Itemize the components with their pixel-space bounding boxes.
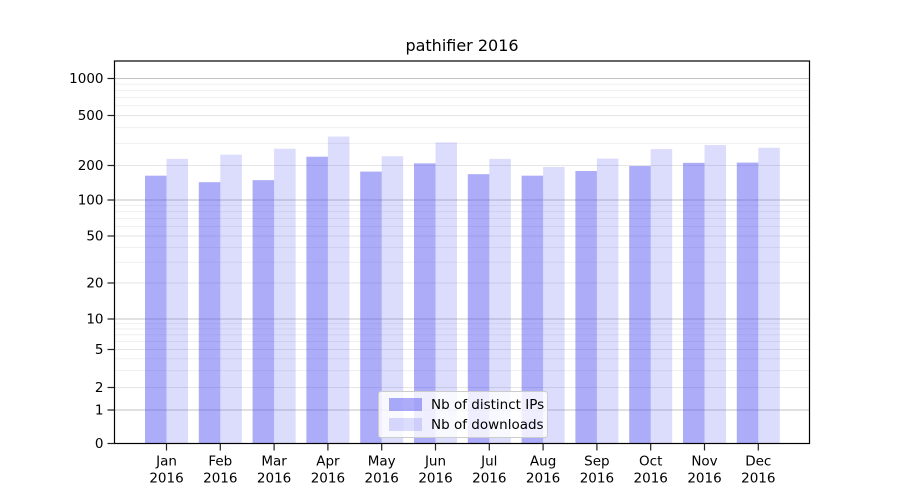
bar-distinct-ips-apr xyxy=(306,156,328,444)
bar-distinct-ips-sep xyxy=(575,171,597,444)
x-tick-label-year: 2016 xyxy=(526,471,560,487)
x-tick-label-month: Dec xyxy=(745,454,771,470)
y-tick-label: 0 xyxy=(95,436,104,452)
bar-downloads-aug xyxy=(543,167,565,444)
y-tick-label: 200 xyxy=(78,158,104,174)
x-tick-label-month: Jul xyxy=(480,454,497,470)
x-tick-label-month: Jan xyxy=(155,454,177,470)
bar-downloads-oct xyxy=(650,149,673,444)
bar-downloads-feb xyxy=(220,154,242,444)
x-tick-label-month: Oct xyxy=(639,454,662,470)
x-tick-label-year: 2016 xyxy=(741,471,775,487)
y-tick-label: 2 xyxy=(95,380,104,396)
bar-downloads-mar xyxy=(274,148,296,444)
x-tick-label-month: Sep xyxy=(584,454,609,470)
bar-downloads-dec xyxy=(758,147,780,444)
y-tick-label: 5 xyxy=(95,342,104,358)
legend-item-distinct-ips: Nb of distinct IPs xyxy=(389,397,547,413)
x-tick-label-year: 2016 xyxy=(203,471,237,487)
bar-downloads-apr xyxy=(327,136,350,444)
y-tick-label: 1 xyxy=(95,403,104,419)
legend-swatch-distinct-ips xyxy=(389,398,422,411)
bar-downloads-jul xyxy=(489,158,511,444)
legend-label-distinct-ips: Nb of distinct IPs xyxy=(431,396,545,413)
x-tick-label-month: Apr xyxy=(316,454,340,470)
x-tick-label-year: 2016 xyxy=(580,471,614,487)
y-tick-label: 100 xyxy=(78,193,104,209)
bar-downloads-jan xyxy=(166,158,188,444)
x-tick-label-month: Mar xyxy=(261,454,287,470)
y-tick-label: 20 xyxy=(86,276,103,292)
bar-distinct-ips-jun xyxy=(414,163,436,444)
x-tick-label-month: May xyxy=(368,454,396,470)
x-tick-label-month: Nov xyxy=(691,454,717,470)
bar-downloads-nov xyxy=(704,145,726,444)
x-tick-label-month: Jun xyxy=(424,454,446,470)
x-tick-label-year: 2016 xyxy=(365,471,399,487)
bar-downloads-jun xyxy=(435,142,457,444)
x-tick-label-year: 2016 xyxy=(472,471,506,487)
bar-distinct-ips-oct xyxy=(629,166,651,444)
plot-border xyxy=(113,60,811,445)
legend-item-downloads: Nb of downloads xyxy=(389,417,547,433)
bar-distinct-ips-jan xyxy=(145,175,167,444)
x-tick-label-month: Feb xyxy=(208,454,232,470)
y-tick-label: 500 xyxy=(78,108,104,124)
legend-label-downloads: Nb of downloads xyxy=(431,416,544,433)
x-tick-label-year: 2016 xyxy=(634,471,668,487)
chart-title: pathifier 2016 xyxy=(405,36,519,55)
x-tick-label-year: 2016 xyxy=(257,471,291,487)
bar-distinct-ips-aug xyxy=(521,175,544,444)
bar-downloads-may xyxy=(381,156,404,444)
y-tick-label: 50 xyxy=(86,229,103,245)
y-tick-label: 1000 xyxy=(69,71,103,87)
bar-distinct-ips-may xyxy=(360,171,382,444)
bar-distinct-ips-mar xyxy=(252,180,275,444)
x-tick-label-month: Aug xyxy=(530,454,556,470)
y-tick-label: 10 xyxy=(86,312,103,328)
bar-downloads-sep xyxy=(596,158,619,444)
bar-distinct-ips-nov xyxy=(683,162,705,444)
legend-swatch-downloads xyxy=(389,418,422,431)
x-tick-label-year: 2016 xyxy=(149,471,183,487)
legend: Nb of distinct IPs Nb of downloads xyxy=(378,391,548,438)
bar-distinct-ips-dec xyxy=(736,162,759,444)
x-tick-label-year: 2016 xyxy=(687,471,721,487)
x-tick-label-year: 2016 xyxy=(311,471,345,487)
x-tick-label-year: 2016 xyxy=(418,471,452,487)
bar-distinct-ips-feb xyxy=(198,182,221,444)
bar-distinct-ips-jul xyxy=(467,174,490,444)
